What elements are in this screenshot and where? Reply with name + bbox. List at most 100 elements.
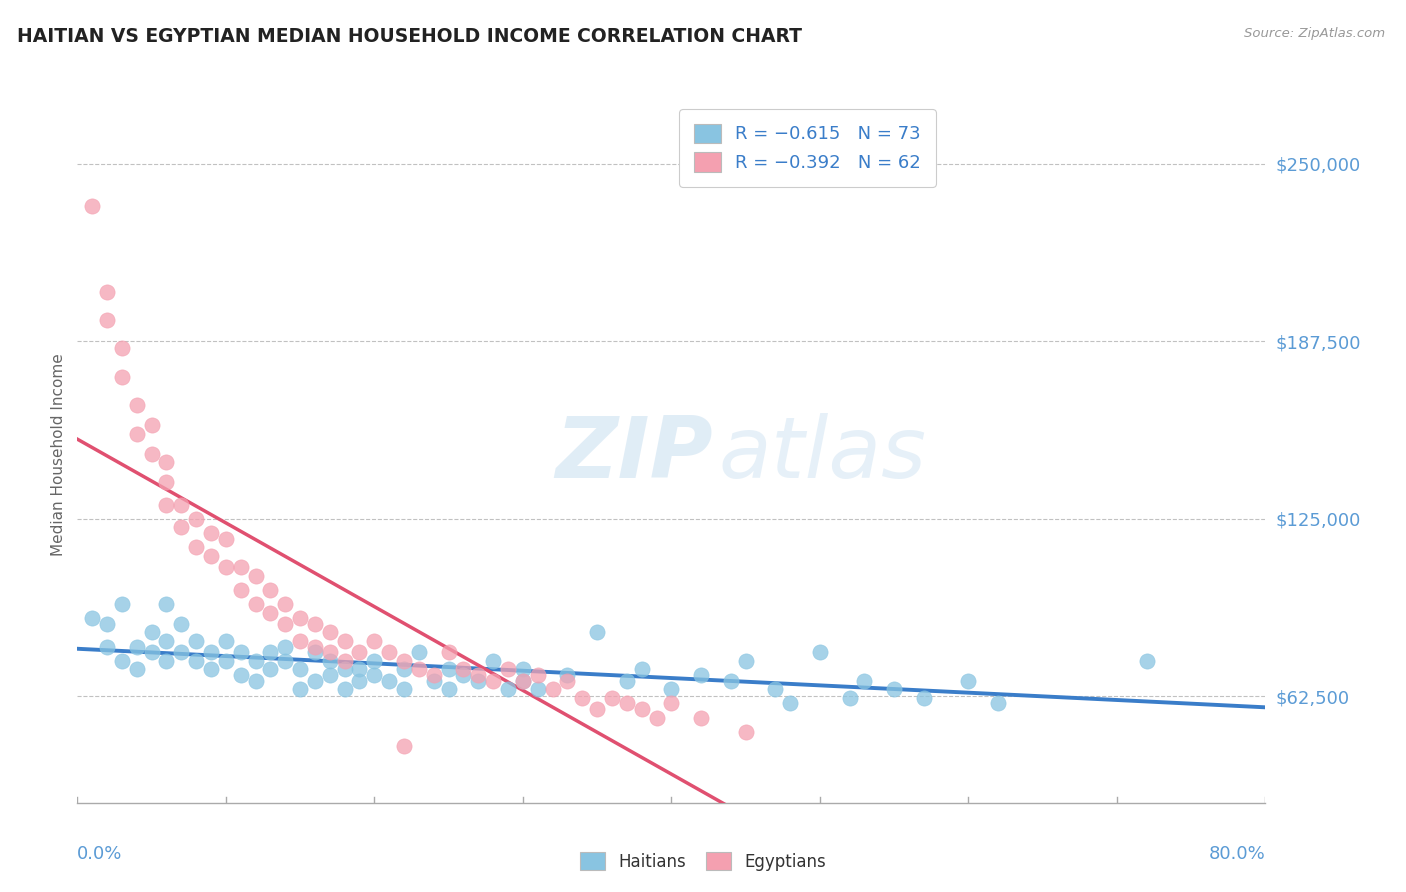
Point — [616, 673, 638, 688]
Point — [378, 673, 401, 688]
Point — [259, 582, 281, 597]
Point — [557, 668, 579, 682]
Point — [378, 645, 401, 659]
Point — [125, 398, 148, 412]
Text: atlas: atlas — [718, 413, 927, 497]
Point — [363, 654, 385, 668]
Point — [155, 455, 177, 469]
Point — [392, 654, 415, 668]
Point — [526, 668, 548, 682]
Point — [259, 606, 281, 620]
Point — [408, 645, 430, 659]
Point — [319, 654, 342, 668]
Point — [215, 654, 238, 668]
Point — [467, 668, 489, 682]
Point — [125, 426, 148, 441]
Point — [437, 662, 460, 676]
Point — [319, 625, 342, 640]
Point — [155, 498, 177, 512]
Point — [363, 634, 385, 648]
Point — [467, 673, 489, 688]
Point — [170, 498, 193, 512]
Point — [186, 512, 208, 526]
Point — [333, 634, 356, 648]
Point — [437, 682, 460, 697]
Point — [96, 640, 118, 654]
Text: 80.0%: 80.0% — [1209, 845, 1265, 863]
Point — [453, 668, 475, 682]
Point — [616, 697, 638, 711]
Point — [482, 673, 505, 688]
Point — [141, 446, 163, 460]
Point — [437, 645, 460, 659]
Point — [319, 645, 342, 659]
Point — [245, 568, 267, 582]
Point — [200, 526, 222, 541]
Point — [170, 645, 193, 659]
Point — [1135, 654, 1157, 668]
Point — [200, 549, 222, 563]
Point — [155, 634, 177, 648]
Point — [259, 662, 281, 676]
Point — [229, 560, 252, 574]
Point — [111, 369, 134, 384]
Point — [304, 645, 326, 659]
Point — [96, 285, 118, 299]
Point — [245, 673, 267, 688]
Point — [645, 710, 668, 724]
Point — [349, 645, 371, 659]
Legend: Haitians, Egyptians: Haitians, Egyptians — [572, 844, 834, 880]
Point — [630, 662, 652, 676]
Text: HAITIAN VS EGYPTIAN MEDIAN HOUSEHOLD INCOME CORRELATION CHART: HAITIAN VS EGYPTIAN MEDIAN HOUSEHOLD INC… — [17, 27, 801, 45]
Point — [690, 710, 713, 724]
Point — [690, 668, 713, 682]
Point — [111, 654, 134, 668]
Point — [496, 662, 519, 676]
Point — [274, 654, 297, 668]
Point — [229, 582, 252, 597]
Point — [186, 634, 208, 648]
Point — [96, 313, 118, 327]
Point — [333, 654, 356, 668]
Point — [512, 662, 534, 676]
Point — [304, 616, 326, 631]
Point — [111, 597, 134, 611]
Point — [304, 673, 326, 688]
Point — [526, 682, 548, 697]
Point — [987, 697, 1010, 711]
Point — [957, 673, 980, 688]
Point — [363, 668, 385, 682]
Point — [141, 418, 163, 433]
Point — [111, 342, 134, 356]
Point — [763, 682, 786, 697]
Point — [215, 634, 238, 648]
Point — [186, 540, 208, 554]
Point — [661, 682, 683, 697]
Point — [586, 702, 609, 716]
Point — [541, 682, 564, 697]
Point — [333, 682, 356, 697]
Point — [319, 668, 342, 682]
Point — [215, 532, 238, 546]
Point — [600, 690, 623, 705]
Text: 0.0%: 0.0% — [77, 845, 122, 863]
Point — [245, 597, 267, 611]
Point — [155, 475, 177, 489]
Point — [720, 673, 742, 688]
Point — [170, 616, 193, 631]
Point — [349, 662, 371, 676]
Point — [333, 662, 356, 676]
Point — [259, 645, 281, 659]
Point — [838, 690, 860, 705]
Point — [630, 702, 652, 716]
Point — [853, 673, 876, 688]
Point — [496, 682, 519, 697]
Point — [482, 654, 505, 668]
Point — [883, 682, 905, 697]
Point — [96, 616, 118, 631]
Point — [125, 640, 148, 654]
Point — [141, 625, 163, 640]
Point — [288, 611, 311, 625]
Point — [349, 673, 371, 688]
Point — [557, 673, 579, 688]
